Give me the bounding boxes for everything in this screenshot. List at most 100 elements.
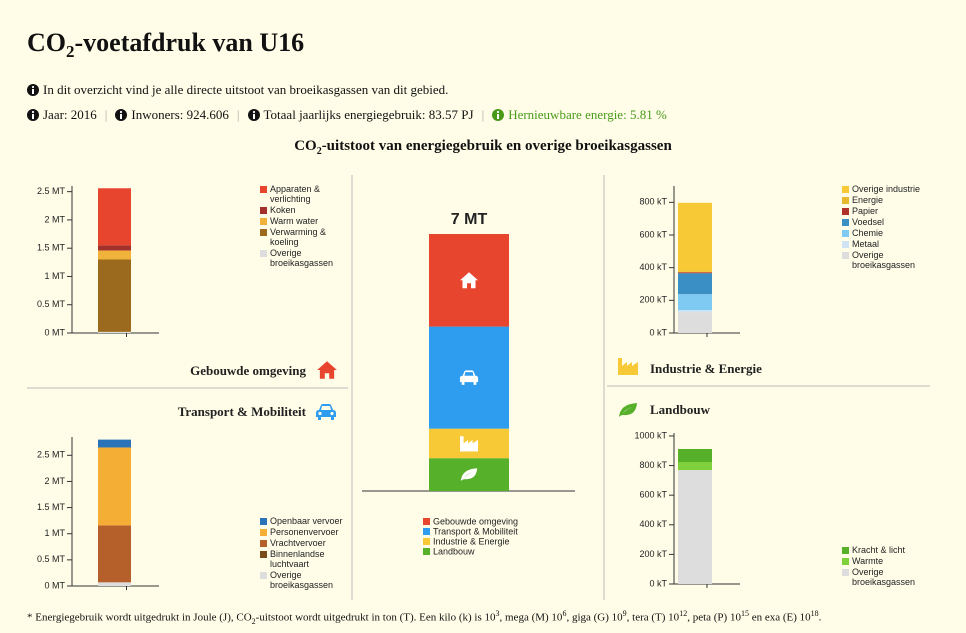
y-tick-label: 200 kT — [639, 295, 667, 305]
legend-label: Metaal — [852, 239, 879, 249]
y-tick-label: 600 kT — [639, 229, 667, 239]
section-heading: Transport & Mobiliteit — [178, 404, 307, 419]
legend-swatch — [842, 252, 849, 259]
legend-swatch — [842, 208, 849, 215]
legend-swatch — [260, 518, 267, 525]
bar-segment — [98, 188, 131, 246]
legend-swatch — [260, 572, 267, 579]
intro: In dit overzicht vind je alle directe ui… — [43, 82, 449, 97]
icon — [618, 358, 638, 375]
bar-segment — [678, 202, 712, 272]
section-title: CO2-uitstoot van energiegebruik en overi… — [0, 138, 966, 157]
legend-label: Apparaten & verlichting — [270, 184, 323, 204]
legend-swatch — [423, 548, 430, 555]
footnote-sup: 3 — [495, 609, 500, 618]
legend-label: Openbaar vervoer — [270, 516, 343, 526]
y-tick-label: 600 kT — [639, 490, 667, 500]
legend-label: Warmte — [852, 556, 883, 566]
total-label: 7 MT — [451, 211, 488, 228]
title-part: CO — [27, 28, 66, 57]
separator: | — [104, 107, 108, 122]
bar-segment — [678, 462, 712, 471]
stat: Inwoners: 924.606 — [131, 107, 229, 122]
legend-label: Verwarming & koeling — [270, 227, 329, 247]
legend-label: Overige broeikasgassen — [852, 250, 915, 270]
y-tick-label: 2 MT — [44, 476, 65, 486]
bar-segment — [678, 312, 712, 333]
footnote-sup: 15 — [740, 609, 749, 618]
legend-swatch — [842, 547, 849, 554]
bar-segment — [98, 582, 131, 586]
legend-label: Warm water — [270, 216, 318, 226]
footnote-sup: 12 — [679, 609, 688, 618]
legend-label: Overige industrie — [852, 184, 920, 194]
footnote-sup: 6 — [562, 609, 567, 618]
section-part: -uitstoot van energiegebruik en overige … — [321, 138, 672, 154]
legend-swatch — [260, 529, 267, 536]
icon — [316, 404, 336, 420]
section-heading: Landbouw — [650, 402, 711, 417]
y-tick-label: 2.5 MT — [37, 450, 66, 460]
legend-label: Kracht & licht — [852, 545, 906, 555]
legend-swatch — [260, 186, 267, 193]
title-part: -voetafdruk van U16 — [74, 28, 305, 57]
separator: | — [236, 107, 240, 122]
footnote-part: -uitstoot wordt uitgedrukt in ton (T). E… — [255, 611, 496, 624]
legend-label: Energie — [852, 195, 883, 205]
bar-segment — [98, 259, 131, 332]
icon — [619, 403, 637, 417]
footnote: * Energiegebruik wordt uitgedrukt in Jou… — [27, 609, 821, 626]
footnote-part: , giga (G) 10 — [566, 611, 623, 624]
bar-segment — [678, 272, 712, 274]
y-tick-label: 200 kT — [639, 549, 667, 559]
bar-segment — [678, 273, 712, 295]
legend-swatch — [423, 528, 430, 535]
y-tick-label: 0.5 MT — [37, 554, 66, 564]
legend-label: Overige broeikasgassen — [852, 567, 915, 587]
bar-segment — [98, 447, 131, 526]
bar-segment — [98, 331, 131, 333]
section-heading: Industrie & Energie — [650, 361, 762, 376]
footnote-sup: 18 — [810, 609, 819, 618]
y-tick-label: 800 kT — [639, 460, 667, 470]
bar-segment — [678, 310, 712, 313]
footnote-part: * Energiegebruik wordt uitgedrukt in Jou… — [27, 611, 252, 624]
y-tick-label: 400 kT — [639, 519, 667, 529]
info-icon — [115, 109, 128, 121]
y-tick-label: 1 MT — [44, 271, 65, 281]
legend-swatch — [260, 250, 267, 257]
footnote-sub: 2 — [251, 616, 256, 626]
stat: Hernieuwbare energie: 5.81 % — [508, 107, 667, 122]
footnote-part: , tera (T) 10 — [626, 611, 680, 624]
legend-swatch — [842, 219, 849, 226]
info-icon — [492, 109, 505, 121]
stat: Totaal jaarlijks energiegebruik: 83.57 P… — [263, 107, 474, 122]
bar-segment — [98, 525, 131, 583]
y-tick-label: 0.5 MT — [37, 299, 66, 309]
y-tick-label: 0 MT — [44, 580, 65, 590]
legend-label: Chemie — [852, 228, 883, 238]
info-icon — [27, 109, 39, 121]
legend-swatch — [260, 540, 267, 547]
bar-segment — [98, 245, 131, 251]
footnote-part: , mega (M) 10 — [499, 611, 563, 624]
legend-swatch — [260, 551, 267, 558]
legend-label: Voedsel — [852, 217, 884, 227]
y-tick-label: 1 MT — [44, 528, 65, 538]
section-part: CO — [294, 138, 317, 154]
bar-segment — [98, 250, 131, 260]
separator: | — [481, 107, 485, 122]
y-tick-label: 1.5 MT — [37, 243, 66, 253]
y-tick-label: 400 kT — [639, 262, 667, 272]
section-sub: 2 — [316, 146, 322, 157]
legend-label: Koken — [270, 205, 296, 215]
stat: Jaar: 2016 — [43, 107, 97, 122]
bar-segment — [678, 448, 712, 463]
footnote-part: en exa (E) 10 — [748, 611, 811, 624]
y-tick-label: 1.5 MT — [37, 502, 66, 512]
y-tick-label: 0 MT — [44, 327, 65, 337]
legend-label: Overige broeikasgassen — [270, 248, 333, 268]
bar-segment — [678, 294, 712, 311]
footnote-part: . — [818, 611, 822, 624]
